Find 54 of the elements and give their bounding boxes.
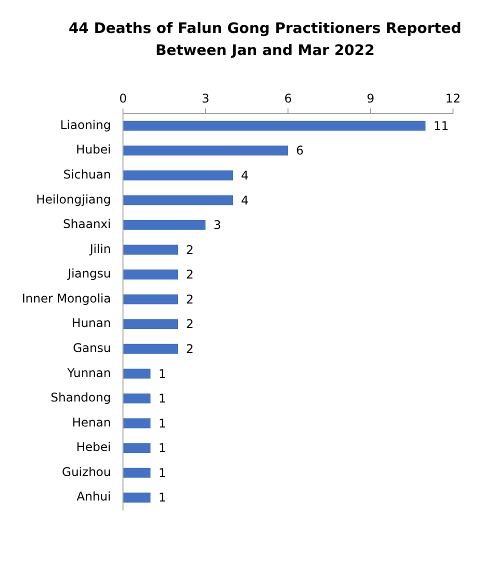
- bar: [124, 394, 150, 404]
- data-label: 2: [186, 317, 194, 332]
- bar: [124, 244, 178, 255]
- y-tick-label: Liaoning: [60, 118, 111, 132]
- data-label: 4: [241, 193, 249, 208]
- bar: [124, 368, 150, 379]
- bar: [124, 195, 233, 206]
- data-label: 6: [296, 144, 304, 158]
- y-tick-label: Yunnan: [66, 366, 111, 380]
- y-tick-label: Shandong: [50, 390, 111, 405]
- y-tick-label: Sichuan: [63, 167, 111, 182]
- bar: [124, 294, 178, 304]
- x-tick-label: 9: [366, 91, 374, 106]
- bar: [124, 344, 178, 354]
- data-label: 1: [158, 466, 166, 480]
- data-label: 3: [214, 218, 222, 232]
- data-label: 1: [158, 490, 166, 505]
- data-label: 4: [241, 168, 249, 182]
- data-label: 1: [158, 366, 166, 381]
- x-tick-label: 3: [202, 91, 210, 106]
- x-tick-label: 0: [119, 91, 127, 106]
- bar: [124, 492, 150, 503]
- y-tick-label: Jilin: [88, 242, 111, 256]
- bar: [124, 468, 150, 478]
- y-tick-label: Inner Mongolia: [22, 291, 111, 306]
- data-label: 1: [158, 416, 166, 430]
- y-tick-label: Anhui: [76, 490, 111, 504]
- bar: [124, 120, 426, 131]
- data-label: 2: [186, 242, 194, 257]
- bar: [124, 220, 206, 230]
- x-tick-label: 12: [445, 91, 461, 106]
- y-tick-label: Heilongjiang: [36, 192, 111, 206]
- y-tick-label: Hunan: [72, 316, 111, 330]
- data-label: 2: [186, 292, 194, 306]
- y-tick-label: Jiangsu: [66, 266, 111, 281]
- data-label: 1: [158, 441, 166, 456]
- y-tick-label: Hebei: [76, 440, 111, 454]
- y-tick-label: Gansu: [72, 341, 111, 356]
- y-tick-label: Hubei: [76, 142, 111, 157]
- x-tick-label: 6: [284, 91, 292, 106]
- bar: [124, 443, 150, 453]
- y-tick-label: Shaanxi: [63, 217, 111, 232]
- chart-title: 44 Deaths of Falun Gong Practitioners Reported Between Jan and Mar 2022: [68, 20, 462, 61]
- bar: [124, 418, 150, 428]
- data-label: 1: [158, 392, 166, 406]
- bar: [124, 319, 178, 330]
- y-tick-label: Henan: [72, 415, 111, 430]
- bar: [124, 170, 233, 180]
- data-label: 2: [186, 342, 194, 356]
- data-label: 11: [434, 118, 449, 133]
- bar: [124, 270, 178, 280]
- bar: [124, 146, 288, 156]
- data-label: 2: [186, 268, 194, 282]
- y-tick-label: Guizhou: [62, 464, 111, 479]
